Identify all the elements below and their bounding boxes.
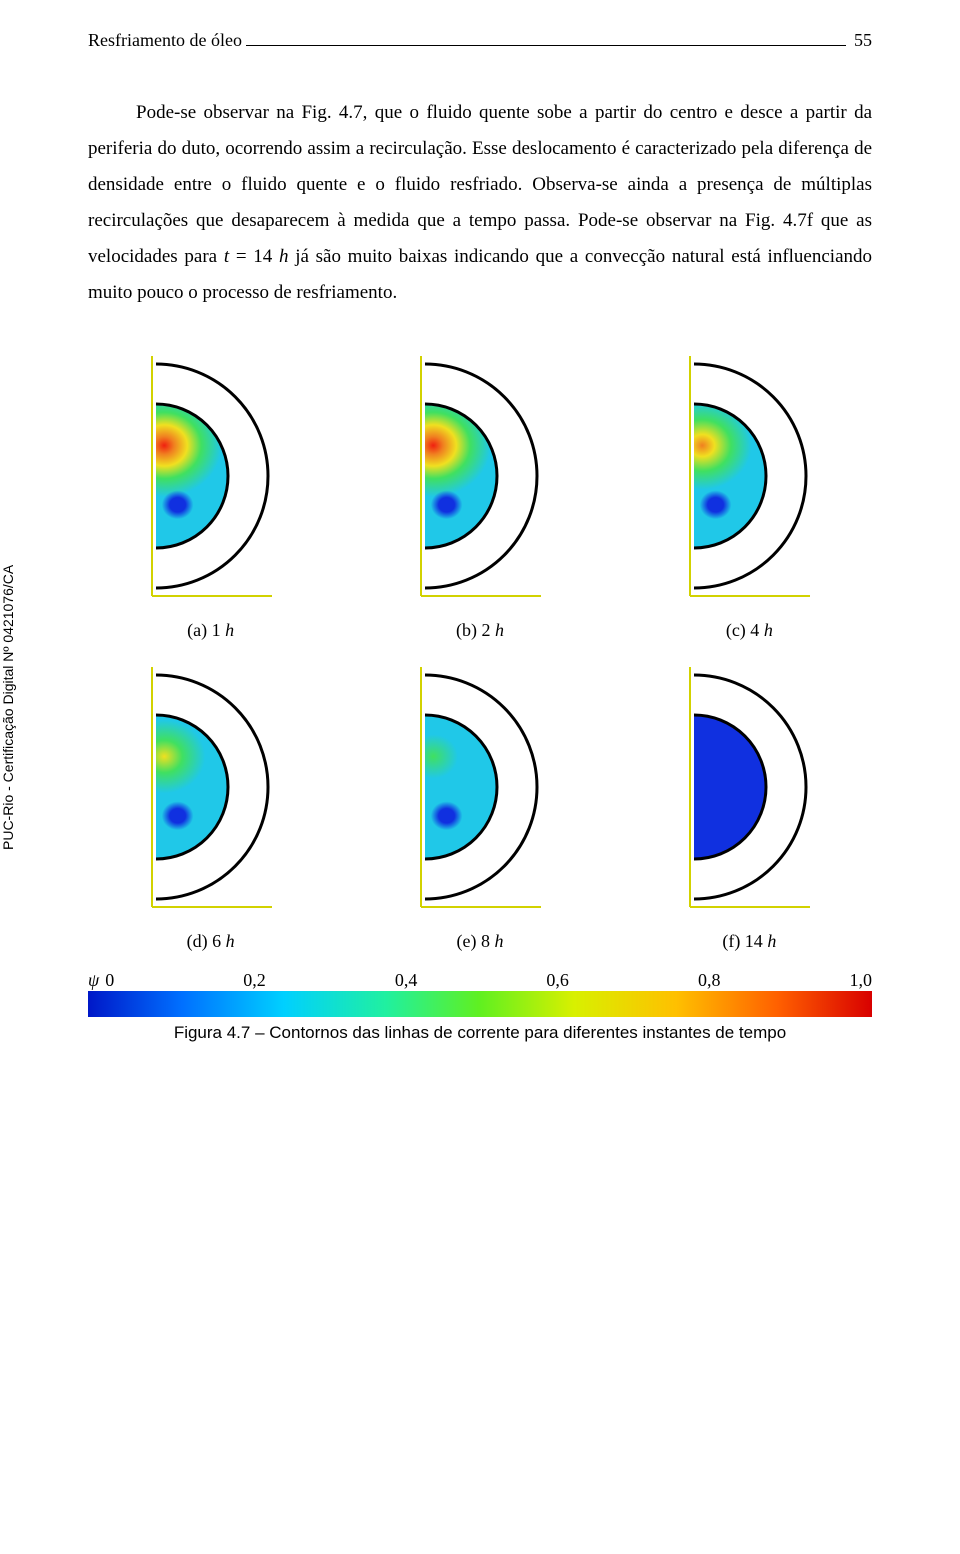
figure-caption: Figura 4.7 – Contornos das linhas de cor… bbox=[174, 1023, 786, 1043]
figure-panel: (c) 4 h bbox=[627, 336, 872, 641]
header-title: Resfriamento de óleo bbox=[88, 30, 242, 51]
colorbar-tick: ψ0 bbox=[88, 970, 114, 991]
figure-panel: (e) 8 h bbox=[357, 647, 602, 952]
streamfunction-contour bbox=[91, 647, 331, 927]
page-number: 55 bbox=[854, 30, 872, 51]
figure-panel: (f) 14 h bbox=[627, 647, 872, 952]
para-part-b: = 14 bbox=[229, 246, 279, 267]
colorbar-tick: 1,0 bbox=[850, 970, 873, 991]
panel-caption: (e) 8 h bbox=[457, 931, 504, 952]
colorbar-tick: 0,2 bbox=[243, 970, 266, 991]
colorbar-block: ψ0 0,2 0,4 0,6 0,8 1,0 Figura 4.7 – Contornos… bbox=[88, 970, 872, 1043]
colorbar-tick: 0,4 bbox=[395, 970, 418, 991]
figure-panel: (b) 2 h bbox=[357, 336, 602, 641]
panel-caption: (f) 14 h bbox=[722, 931, 776, 952]
panel-caption: (b) 2 h bbox=[456, 620, 504, 641]
streamfunction-contour bbox=[629, 336, 869, 616]
page-header: Resfriamento de óleo 55 bbox=[88, 30, 872, 51]
colorbar bbox=[88, 991, 872, 1017]
body-paragraph: Pode-se observar na Fig. 4.7, que o flui… bbox=[88, 95, 872, 312]
figure-panel: (d) 6 h bbox=[88, 647, 333, 952]
colorbar-tick: 0,6 bbox=[546, 970, 569, 991]
panel-caption: (c) 4 h bbox=[726, 620, 773, 641]
figure-panel: (a) 1 h bbox=[88, 336, 333, 641]
header-rule bbox=[246, 45, 846, 46]
colorbar-tick-labels: ψ0 0,2 0,4 0,6 0,8 1,0 bbox=[88, 970, 872, 991]
streamfunction-contour bbox=[360, 647, 600, 927]
colorbar-tick: 0,8 bbox=[698, 970, 721, 991]
panel-caption: (a) 1 h bbox=[187, 620, 234, 641]
streamfunction-contour bbox=[91, 336, 331, 616]
figure-grid: (a) 1 h (b) 2 h (c) 4 h (d) 6 h (e) 8 h (f) 1… bbox=[88, 336, 872, 952]
panel-caption: (d) 6 h bbox=[187, 931, 235, 952]
streamfunction-contour bbox=[360, 336, 600, 616]
streamfunction-contour bbox=[629, 647, 869, 927]
certification-sidetext: PUC-Rio - Certificação Digital Nº 042107… bbox=[0, 565, 16, 850]
para-part-a: Pode-se observar na Fig. 4.7, que o flui… bbox=[88, 102, 872, 267]
